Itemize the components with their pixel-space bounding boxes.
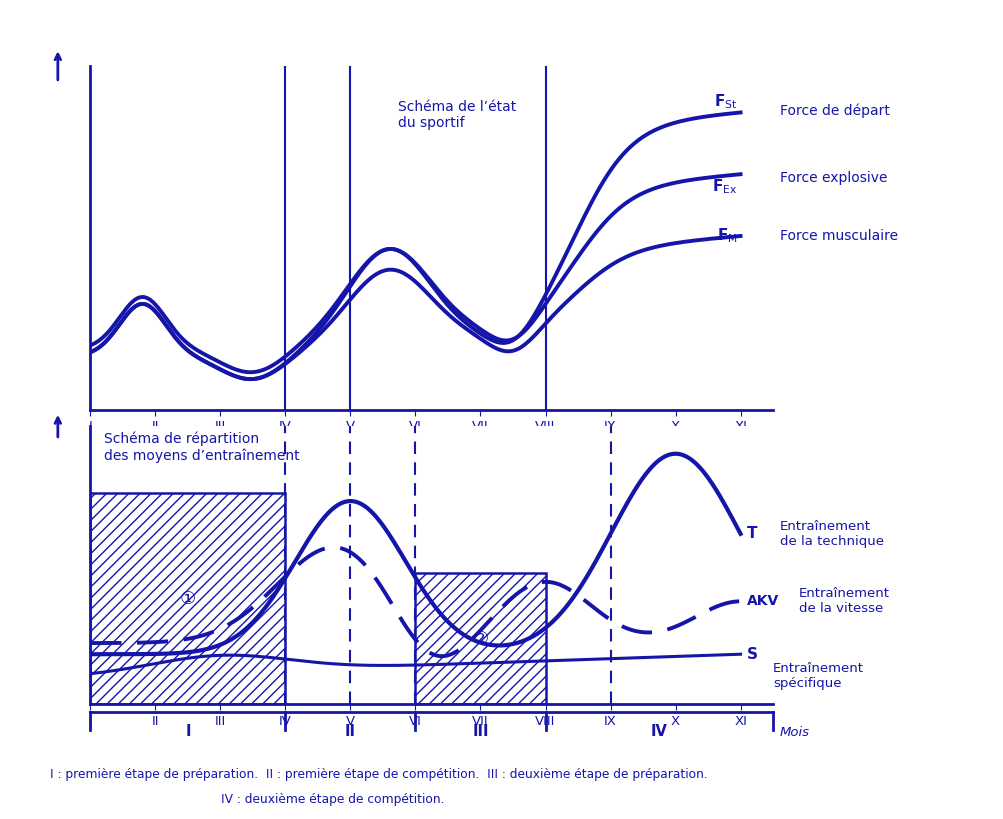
Text: T: T [746,527,757,541]
Text: Force de départ: Force de départ [778,103,889,118]
Text: F$_{\mathsf{M}}$: F$_{\mathsf{M}}$ [716,227,736,246]
Text: F$_{\mathsf{Ex}}$: F$_{\mathsf{Ex}}$ [711,178,736,197]
Text: I: I [185,724,191,740]
Text: F$_{\mathsf{St}}$: F$_{\mathsf{St}}$ [713,92,736,111]
Text: III: III [471,724,488,740]
Text: Schéma de répartition
des moyens d’entraînement: Schéma de répartition des moyens d’entra… [104,432,299,463]
Text: Entraînement
de la technique: Entraînement de la technique [778,520,883,548]
Text: Force explosive: Force explosive [778,170,887,184]
Text: Mois: Mois [778,726,808,740]
Text: IV : deuxième étape de compétition.: IV : deuxième étape de compétition. [221,793,444,806]
Text: ①: ① [180,590,196,608]
Text: AKV: AKV [746,595,778,609]
Bar [415,573,545,704]
Text: Entraînement
de la vitesse: Entraînement de la vitesse [798,587,890,615]
Text: IV: IV [650,724,667,740]
Text: Schéma de l’état
du sportif: Schéma de l’état du sportif [397,100,516,130]
Bar [90,493,285,704]
Text: Force musculaire: Force musculaire [778,229,897,243]
Text: Entraînement
spécifique: Entraînement spécifique [772,663,864,690]
Text: II: II [345,724,356,740]
Text: I : première étape de préparation.  II : première étape de compétition.  III : d: I : première étape de préparation. II : … [50,768,707,781]
Text: S: S [746,647,757,662]
Text: ②: ② [472,630,488,648]
